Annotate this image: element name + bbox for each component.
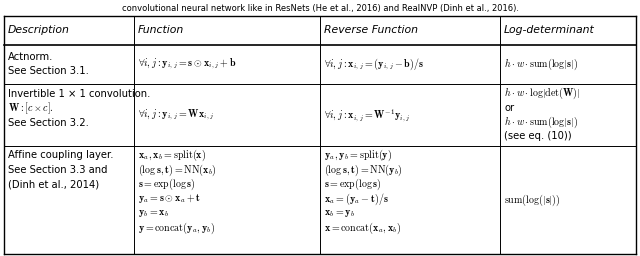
Text: $\mathbf{x}_b=\mathbf{y}_b$: $\mathbf{x}_b=\mathbf{y}_b$ — [324, 208, 355, 219]
Text: Reverse Function: Reverse Function — [324, 25, 418, 35]
Text: $h\cdot w\cdot\log|\det(\mathbf{W})|$: $h\cdot w\cdot\log|\det(\mathbf{W})|$ — [504, 86, 580, 101]
Text: $\mathbf{y}_b=\mathbf{x}_b$: $\mathbf{y}_b=\mathbf{x}_b$ — [138, 208, 169, 219]
Text: $\forall i,j:\mathbf{x}_{i,j} = (\mathbf{y}_{i,j}-\mathbf{b})/\mathbf{s}$: $\forall i,j:\mathbf{x}_{i,j} = (\mathbf… — [324, 57, 424, 72]
Text: Log-determinant: Log-determinant — [504, 25, 595, 35]
Text: $\mathrm{sum}(\log(|\mathbf{s}|))$: $\mathrm{sum}(\log(|\mathbf{s}|))$ — [504, 192, 561, 208]
Text: or: or — [504, 103, 515, 113]
Text: See Section 3.1.: See Section 3.1. — [8, 67, 89, 77]
Text: $\mathbf{s}=\exp(\log\mathbf{s})$: $\mathbf{s}=\exp(\log\mathbf{s})$ — [324, 177, 381, 192]
Text: $\mathbf{y}_a,\mathbf{y}_b=\mathrm{split}(\mathbf{y})$: $\mathbf{y}_a,\mathbf{y}_b=\mathrm{split… — [324, 148, 392, 163]
Text: $\mathbf{x}=\mathrm{concat}(\mathbf{x}_a,\mathbf{x}_b)$: $\mathbf{x}=\mathrm{concat}(\mathbf{x}_a… — [324, 220, 401, 236]
Text: $\mathbf{x}_a,\mathbf{x}_b=\mathrm{split}(\mathbf{x})$: $\mathbf{x}_a,\mathbf{x}_b=\mathrm{split… — [138, 148, 205, 163]
Text: $h\cdot w\cdot\mathrm{sum}(\log|\mathbf{s}|)$: $h\cdot w\cdot\mathrm{sum}(\log|\mathbf{… — [504, 114, 579, 130]
Text: $\mathbf{x}_a=(\mathbf{y}_a-\mathbf{t})/\mathbf{s}$: $\mathbf{x}_a=(\mathbf{y}_a-\mathbf{t})/… — [324, 191, 389, 207]
Text: $\mathbf{y}=\mathrm{concat}(\mathbf{y}_a,\mathbf{y}_b)$: $\mathbf{y}=\mathrm{concat}(\mathbf{y}_a… — [138, 220, 215, 236]
Text: $\forall i,j:\mathbf{x}_{i,j} = \mathbf{W}^{-1}\mathbf{y}_{i,j}$: $\forall i,j:\mathbf{x}_{i,j} = \mathbf{… — [324, 107, 410, 123]
Text: convolutional neural network like in ResNets (He et al., 2016) and RealNVP (Dinh: convolutional neural network like in Res… — [122, 4, 518, 13]
Text: Invertible 1 × 1 convolution.: Invertible 1 × 1 convolution. — [8, 89, 150, 99]
Text: $h\cdot w\cdot\mathrm{sum}(\log|\mathbf{s}|)$: $h\cdot w\cdot\mathrm{sum}(\log|\mathbf{… — [504, 57, 579, 72]
Text: $\forall i,j:\mathbf{y}_{i,j} = \mathbf{W}\mathbf{x}_{i,j}$: $\forall i,j:\mathbf{y}_{i,j} = \mathbf{… — [138, 108, 214, 122]
Text: $(\log\mathbf{s},\mathbf{t})=\mathrm{NN}(\mathbf{x}_b)$: $(\log\mathbf{s},\mathbf{t})=\mathrm{NN}… — [138, 162, 216, 178]
Text: $\mathbf{s}=\exp(\log\mathbf{s})$: $\mathbf{s}=\exp(\log\mathbf{s})$ — [138, 177, 195, 192]
Text: Function: Function — [138, 25, 184, 35]
Text: (Dinh et al., 2014): (Dinh et al., 2014) — [8, 179, 99, 189]
Text: Description: Description — [8, 25, 70, 35]
Text: $\mathbf{y}_a=\mathbf{s}\odot\mathbf{x}_a+\mathbf{t}$: $\mathbf{y}_a=\mathbf{s}\odot\mathbf{x}_… — [138, 193, 200, 206]
Text: $(\log\mathbf{s},\mathbf{t})=\mathrm{NN}(\mathbf{y}_b)$: $(\log\mathbf{s},\mathbf{t})=\mathrm{NN}… — [324, 162, 403, 178]
Text: (see eq. (10)): (see eq. (10)) — [504, 131, 572, 141]
Text: Actnorm.: Actnorm. — [8, 52, 53, 62]
Text: $\mathbf{W}:[c\times c].$: $\mathbf{W}:[c\times c].$ — [8, 100, 54, 116]
Text: Affine coupling layer.: Affine coupling layer. — [8, 151, 113, 161]
Text: $\forall i,j:\mathbf{y}_{i,j} = \mathbf{s}\odot\mathbf{x}_{i,j}+\mathbf{b}$: $\forall i,j:\mathbf{y}_{i,j} = \mathbf{… — [138, 57, 236, 71]
Text: See Section 3.2.: See Section 3.2. — [8, 118, 89, 127]
Text: See Section 3.3 and: See Section 3.3 and — [8, 165, 108, 175]
